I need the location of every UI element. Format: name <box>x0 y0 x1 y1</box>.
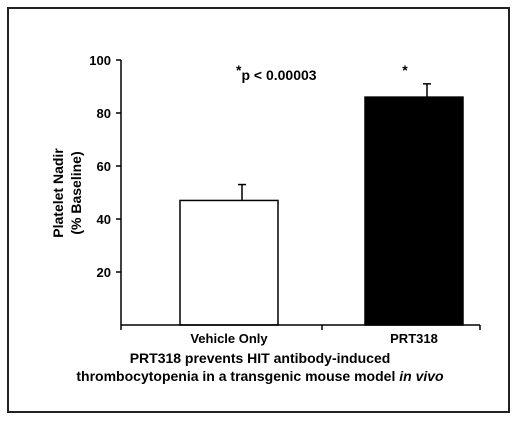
bar-0 <box>179 199 279 326</box>
y-tick-label-100: 100 <box>89 53 111 68</box>
caption-line-1: PRT318 prevents HIT antibody-induced <box>129 350 391 366</box>
caption-line-2-italic: in vivo <box>399 368 444 384</box>
y-axis-label: Platelet Nadir (% Baseline) <box>50 148 84 238</box>
p-value-annotation: *p < 0.00003 <box>236 62 317 83</box>
y-axis-label-line-1: (% Baseline) <box>68 151 84 234</box>
caption-line-2: thrombocytopenia in a transgenic mouse m… <box>0 367 520 385</box>
y-tick-label-20: 20 <box>97 265 111 280</box>
x-category-label-1: PRT318 <box>390 331 438 346</box>
y-tick-label-40: 40 <box>97 212 111 227</box>
caption-line-2-text: thrombocytopenia in a transgenic mouse m… <box>76 368 400 384</box>
bar-1 <box>364 96 464 326</box>
y-axis-label-line-0: Platelet Nadir <box>50 148 66 238</box>
p-value-star: * <box>236 62 242 78</box>
y-tick-label-80: 80 <box>97 106 111 121</box>
p-value-text: p < 0.00003 <box>241 67 316 83</box>
y-tick-label-60: 60 <box>97 159 111 174</box>
significance-star: * <box>402 62 408 78</box>
figure-caption: PRT318 prevents HIT antibody-induced thr… <box>0 349 520 385</box>
x-category-label-0: Vehicle Only <box>190 331 268 346</box>
figure-frame <box>7 7 510 413</box>
